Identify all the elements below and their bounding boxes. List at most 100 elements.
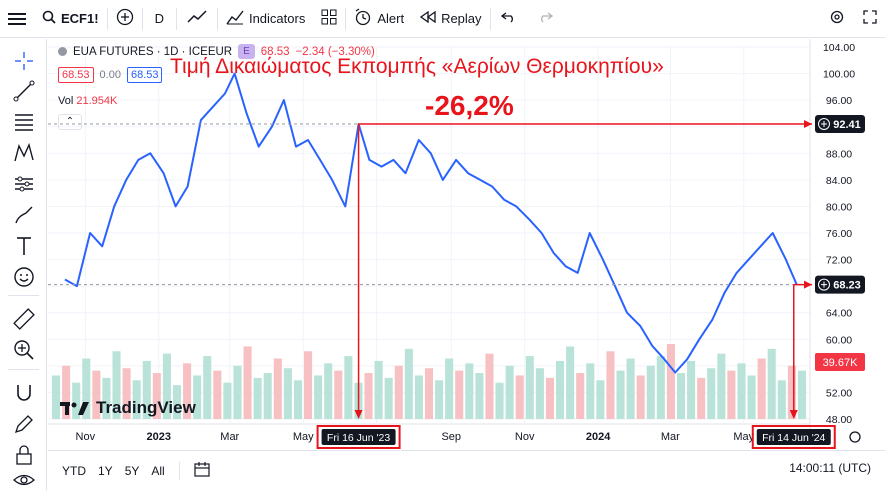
volume-bar [394, 365, 403, 419]
interval-button[interactable]: D [154, 11, 164, 26]
plus-circle-icon[interactable] [818, 117, 830, 130]
calendar-icon [194, 462, 210, 477]
volume-bar [324, 363, 333, 419]
range-ytd[interactable]: YTD [62, 463, 86, 478]
menu-icon[interactable] [0, 0, 34, 38]
clock-time[interactable]: 14:00:11 (UTC) [789, 461, 871, 475]
y-tick-label: 96.00 [826, 95, 852, 107]
volume-bar [737, 363, 746, 419]
zoom-tool[interactable] [12, 338, 36, 362]
volume-bar [586, 363, 595, 419]
volume-bar [747, 375, 756, 419]
volume-bar [132, 380, 141, 419]
volume-bar [374, 360, 383, 419]
chart-type-button[interactable] [177, 0, 217, 38]
range-all[interactable]: All [151, 463, 165, 478]
volume-bar [273, 358, 282, 419]
crosshair-icon [15, 52, 33, 70]
prediction-tool[interactable] [12, 172, 36, 196]
volume-bar [676, 373, 686, 419]
y-tick-label: 64.00 [826, 308, 852, 320]
lock-icon [16, 445, 32, 465]
tradingview-logo-icon [60, 402, 89, 415]
logo-text: TradingView [96, 398, 196, 417]
volume-bar [616, 370, 625, 419]
volume-bar [183, 363, 192, 419]
divider [345, 7, 347, 30]
magnet-tool[interactable] [12, 381, 36, 405]
volume-bar [767, 348, 776, 419]
volume-bar [666, 344, 675, 419]
symbol-search-button[interactable]: ECF1! [34, 0, 107, 38]
volume-bar [606, 351, 615, 419]
fib-lines-icon [15, 114, 33, 131]
y-tick-label: 88.00 [826, 148, 852, 160]
pattern-icon [14, 142, 34, 162]
volume-bar [122, 368, 131, 419]
text-tool[interactable] [12, 234, 36, 258]
pencil-lock-icon [14, 415, 33, 434]
visibility-tool[interactable] [12, 471, 36, 490]
divider [489, 7, 491, 30]
undo-button[interactable] [491, 0, 527, 38]
alert-label: Alert [377, 11, 405, 26]
alert-button[interactable]: Alert [346, 0, 412, 38]
divider [141, 7, 143, 30]
volume-axis-label: 39.67K [823, 357, 859, 369]
fib-tool[interactable] [12, 110, 36, 134]
annotation-headline: Τιμή Δικαιώματος Εκπομπής «Αερίων Θερμοκ… [170, 55, 664, 78]
volume-bar [142, 360, 151, 419]
volume-bar [545, 377, 554, 419]
gear-icon[interactable] [849, 431, 861, 443]
volume-bar [364, 373, 373, 419]
x-tick-label: 2023 [147, 431, 171, 443]
buy-price[interactable]: 68.53 [126, 67, 163, 83]
divider [8, 295, 39, 296]
trend-line-icon [13, 80, 35, 102]
volume-bar [566, 346, 575, 419]
replay-button[interactable]: Replay [412, 0, 489, 38]
x-tick-label: May [293, 431, 314, 443]
price-chart[interactable]: 104.00100.0096.0092.0088.0084.0080.0076.… [48, 39, 885, 450]
date-highlight-frame [751, 425, 836, 449]
legend-symbol[interactable]: EUA FUTURES · 1D · ICEEUR [73, 45, 233, 58]
magnet-icon [17, 385, 31, 401]
sell-price[interactable]: 68.53 [58, 67, 94, 83]
lock-tool[interactable] [12, 443, 36, 467]
volume-bar [435, 380, 444, 419]
volume-bar [576, 373, 585, 419]
volume-bar [646, 365, 655, 419]
settings-button[interactable] [819, 0, 855, 38]
grid-icon [321, 9, 337, 28]
lock-drawings-tool[interactable] [12, 412, 36, 436]
fullscreen-button[interactable] [855, 0, 885, 38]
volume-legend: Vol 21.954K [58, 95, 117, 107]
layouts-button[interactable] [313, 0, 345, 38]
collapse-legend-button[interactable]: ⌃ [58, 114, 82, 130]
range-1y[interactable]: 1Y [98, 463, 113, 478]
volume-bar [253, 377, 262, 419]
price-line[interactable] [64, 72, 798, 374]
pattern-tool[interactable] [12, 141, 36, 165]
indicators-button[interactable]: Indicators [218, 0, 313, 38]
goto-date-button[interactable] [188, 461, 218, 480]
emoji-tool[interactable] [12, 265, 36, 289]
crosshair-tool[interactable] [12, 49, 36, 73]
tradingview-logo[interactable]: TradingView [60, 398, 196, 418]
trend-line-tool[interactable] [12, 79, 36, 103]
volume-bar [384, 377, 393, 419]
annotation-change-percent: -26,2% [425, 90, 514, 121]
range-5y[interactable]: 5Y [124, 463, 140, 478]
brush-tool[interactable] [12, 203, 36, 227]
arrow-head-icon [789, 410, 798, 419]
plus-circle-icon[interactable] [818, 278, 830, 291]
x-tick-label: Nov [76, 431, 96, 443]
volume-bar [52, 375, 61, 419]
compare-symbol-button[interactable] [108, 0, 142, 38]
measure-tool[interactable] [12, 307, 36, 331]
volume-bar [485, 353, 494, 419]
legend-change: −2.34 (−3.30%) [295, 45, 375, 58]
line-chart-icon [187, 10, 207, 27]
top-toolbar: ECF1! D Indicators [0, 0, 885, 38]
redo-button[interactable] [527, 0, 563, 38]
